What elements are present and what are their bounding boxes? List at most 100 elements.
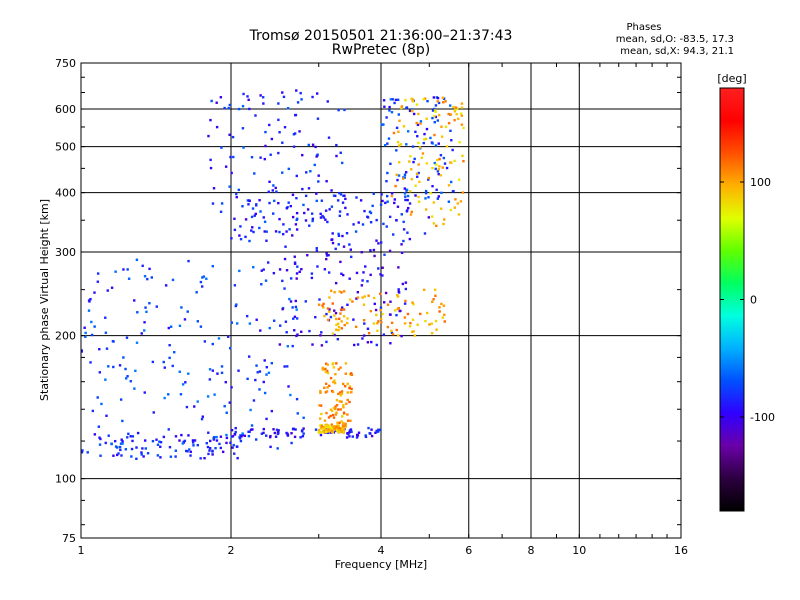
colorbar-ticks: 100 0 -100	[720, 176, 775, 424]
data-point	[163, 366, 166, 369]
data-point	[199, 280, 203, 284]
data-point	[143, 275, 147, 278]
data-point	[390, 331, 394, 335]
data-point	[320, 431, 324, 434]
data-point	[178, 324, 182, 328]
data-point	[338, 317, 341, 321]
data-point	[409, 321, 412, 325]
data-point	[314, 145, 317, 149]
data-point	[442, 222, 445, 226]
data-point	[432, 298, 435, 301]
data-point	[155, 438, 158, 441]
data-point	[155, 305, 158, 308]
data-point	[333, 291, 336, 294]
data-point	[396, 294, 399, 297]
data-point	[220, 365, 224, 368]
data-point	[338, 290, 341, 293]
data-point	[423, 132, 426, 136]
data-point	[120, 438, 123, 441]
data-point	[361, 337, 364, 340]
data-point	[326, 363, 329, 366]
data-point	[129, 435, 132, 438]
data-point	[424, 189, 428, 193]
data-point	[302, 432, 305, 435]
data-point	[459, 200, 463, 203]
data-point	[278, 343, 282, 346]
data-point	[386, 200, 389, 203]
data-point	[454, 198, 457, 201]
data-point	[404, 98, 407, 102]
data-point	[372, 192, 375, 196]
data-point	[237, 369, 240, 372]
data-point	[451, 148, 454, 152]
data-point	[349, 372, 353, 375]
data-point	[296, 101, 300, 104]
data-point	[248, 199, 251, 203]
data-point	[225, 441, 228, 445]
data-point	[323, 426, 326, 429]
data-point	[126, 268, 129, 271]
data-point	[274, 435, 278, 438]
data-point	[117, 452, 120, 455]
data-point	[292, 133, 296, 136]
data-point	[267, 190, 270, 193]
data-point	[264, 144, 267, 148]
data-point	[200, 417, 204, 421]
data-point	[319, 433, 323, 437]
data-point	[277, 102, 280, 105]
data-point	[334, 247, 337, 251]
data-point	[196, 400, 199, 403]
data-point	[434, 104, 438, 107]
data-point	[411, 108, 414, 111]
data-point	[421, 152, 425, 155]
data-point	[265, 230, 268, 233]
data-point	[449, 208, 453, 212]
data-point	[424, 137, 428, 141]
y-tick-label: 75	[62, 532, 76, 545]
data-point	[105, 414, 108, 417]
data-point	[311, 95, 314, 99]
data-point	[339, 260, 342, 264]
data-point	[262, 216, 265, 219]
data-point	[238, 436, 241, 439]
data-point	[121, 419, 124, 423]
data-point	[340, 306, 344, 309]
data-point	[460, 123, 464, 126]
data-point	[335, 425, 338, 428]
data-point	[192, 444, 195, 447]
data-point	[295, 334, 298, 338]
data-point	[193, 405, 196, 408]
data-point	[356, 291, 360, 294]
data-point	[220, 371, 224, 375]
data-point	[96, 272, 100, 275]
data-point	[235, 322, 239, 325]
data-point	[191, 439, 195, 442]
data-point	[199, 457, 202, 460]
data-point	[338, 210, 342, 213]
data-point	[277, 431, 280, 435]
data-point	[424, 208, 428, 211]
data-point	[212, 187, 216, 190]
data-point	[355, 271, 359, 275]
data-point	[329, 408, 333, 411]
data-point	[379, 306, 383, 309]
data-point	[315, 192, 318, 195]
data-point	[295, 218, 298, 222]
data-point	[227, 335, 230, 338]
data-point	[329, 315, 333, 319]
data-point	[93, 325, 96, 328]
data-point	[379, 273, 382, 276]
data-point	[408, 237, 412, 241]
data-point	[335, 362, 338, 365]
data-point	[325, 254, 329, 257]
data-point	[324, 370, 328, 374]
data-point	[449, 180, 453, 184]
data-point	[342, 382, 345, 386]
data-point	[293, 255, 296, 258]
data-point	[296, 265, 299, 268]
data-point	[104, 316, 107, 319]
data-point	[219, 435, 223, 438]
data-point	[227, 106, 230, 110]
data-point	[216, 372, 219, 375]
data-point	[285, 207, 289, 210]
